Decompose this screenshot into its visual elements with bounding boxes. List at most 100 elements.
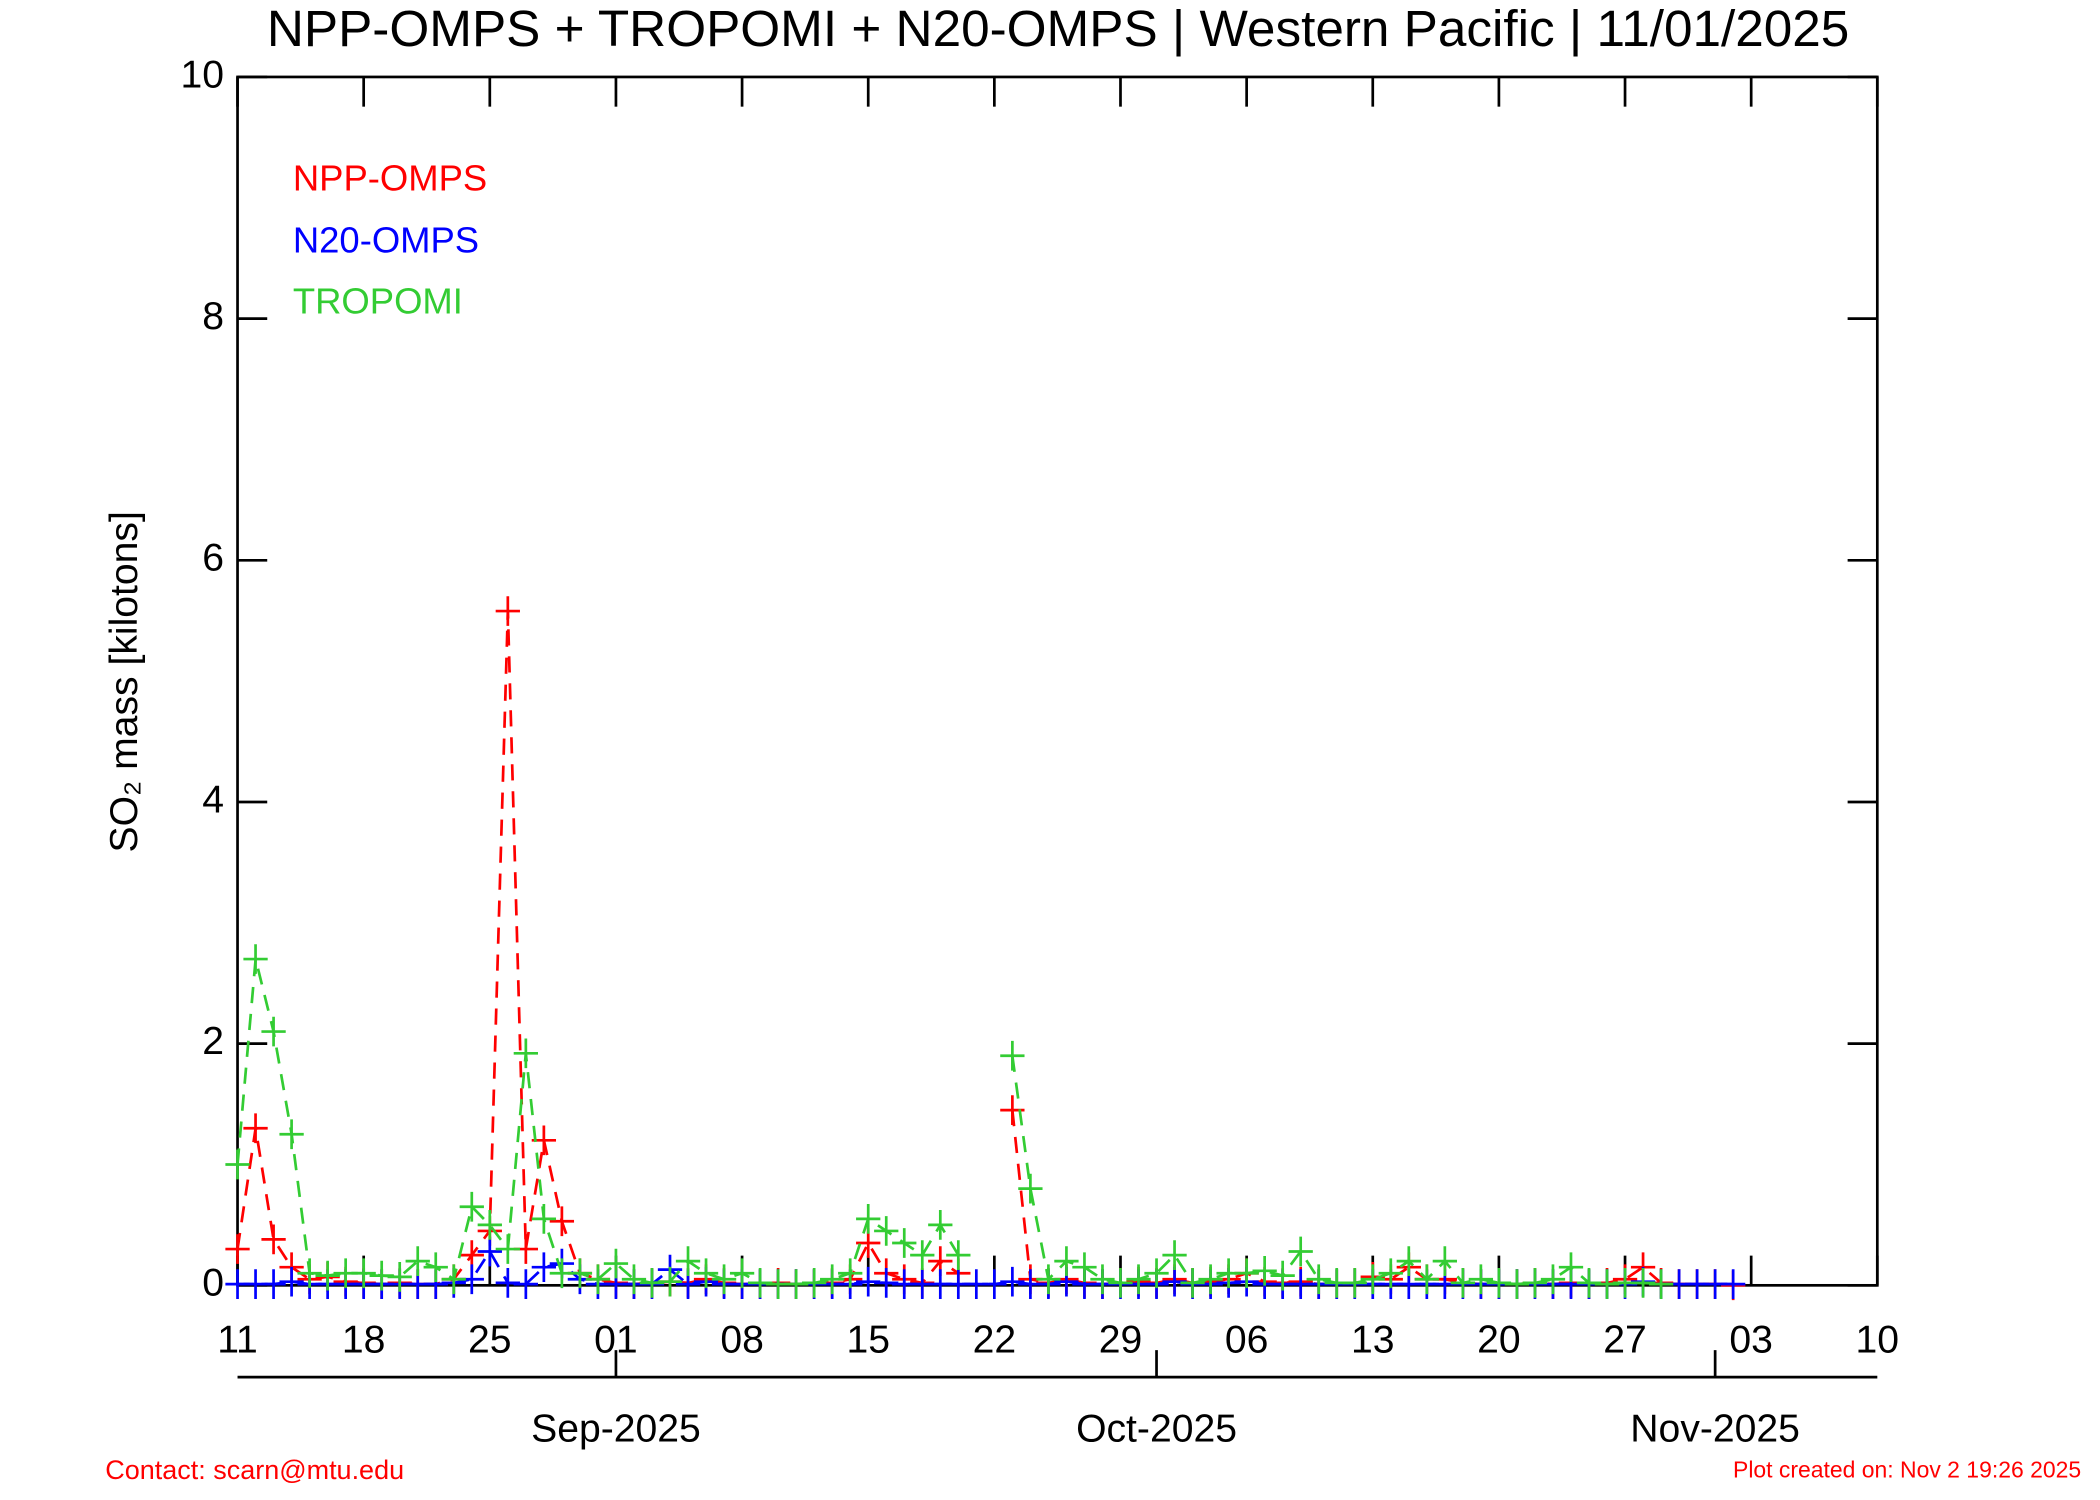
data-point [603, 1248, 629, 1279]
data-point [982, 1269, 1007, 1299]
data-point [838, 1258, 863, 1289]
data-point [1648, 1269, 1674, 1299]
x-tick-label: 15 [846, 1318, 890, 1361]
data-point [802, 1268, 827, 1298]
data-point [1000, 1040, 1025, 1071]
data-point [1000, 1266, 1025, 1297]
data-point [585, 1264, 611, 1295]
y-tick-label: 2 [202, 1020, 224, 1063]
data-point [1054, 1246, 1079, 1277]
data-point [820, 1264, 845, 1295]
data-point [1414, 1264, 1439, 1295]
legend-entry: NPP-OMPS [293, 158, 487, 199]
data-point [1468, 1264, 1494, 1295]
y-tick-label: 6 [202, 537, 224, 580]
data-point [495, 596, 520, 626]
data-point [315, 1260, 340, 1291]
data-point [892, 1228, 917, 1258]
data-point [531, 1252, 557, 1283]
data-point [279, 1266, 304, 1297]
x-tick-label: 08 [720, 1318, 764, 1361]
y-tick-label: 4 [202, 778, 224, 821]
data-point [1018, 1173, 1043, 1204]
data-point [405, 1246, 430, 1277]
data-point [1360, 1264, 1385, 1295]
data-point [693, 1258, 719, 1289]
data-point [675, 1246, 701, 1277]
data-point [1072, 1252, 1097, 1283]
data-point [1036, 1264, 1061, 1295]
data-point [1432, 1246, 1457, 1277]
month-label: Nov-2025 [1630, 1407, 1800, 1450]
y-axis-label: SO₂ mass [kilotons] [103, 511, 146, 852]
data-point [261, 1016, 286, 1047]
data-point [729, 1258, 755, 1289]
x-tick-label: 25 [468, 1318, 512, 1361]
x-tick-label: 13 [1351, 1318, 1395, 1361]
x-tick-label: 29 [1099, 1318, 1143, 1361]
data-point [567, 1258, 593, 1289]
data-point [477, 1210, 502, 1240]
x-tick-label: 27 [1603, 1318, 1647, 1361]
data-point [423, 1252, 448, 1283]
data-point [549, 1206, 575, 1237]
data-point [621, 1264, 647, 1295]
data-point [1378, 1258, 1403, 1289]
data-point [946, 1240, 971, 1270]
chart-title: NPP-OMPS + TROPOMI + N20-OMPS | Western … [267, 0, 1849, 57]
data-point [1270, 1260, 1295, 1291]
y-tick-label: 10 [181, 53, 225, 96]
data-point [928, 1210, 953, 1240]
data-point [1342, 1268, 1367, 1298]
data-point [297, 1258, 322, 1289]
data-point [1162, 1240, 1187, 1270]
x-tick-label: 22 [973, 1318, 1017, 1361]
data-point [513, 1269, 538, 1299]
data-point [1126, 1264, 1151, 1295]
data-point [243, 944, 268, 974]
data-point [279, 1119, 304, 1150]
data-point [1558, 1252, 1584, 1283]
x-tick-label: 10 [1856, 1318, 1900, 1361]
y-tick-label: 0 [202, 1262, 224, 1305]
data-point [1108, 1268, 1133, 1298]
x-tick-label: 18 [342, 1318, 386, 1361]
y-tick-label: 8 [202, 295, 224, 338]
data-point [1306, 1264, 1331, 1295]
data-point [261, 1269, 286, 1299]
created-note: Plot created on: Nov 2 19:26 2025 [1733, 1457, 2081, 1483]
x-tick-label: 20 [1477, 1318, 1521, 1361]
data-point [513, 1038, 538, 1069]
month-label: Sep-2025 [531, 1407, 701, 1450]
month-label: Oct-2025 [1076, 1407, 1237, 1450]
x-tick-label: 11 [217, 1318, 258, 1361]
data-point [711, 1264, 737, 1295]
data-point [261, 1224, 286, 1255]
data-point [387, 1262, 412, 1292]
data-point [856, 1204, 881, 1234]
contact-note: Contact: scarn@mtu.edu [105, 1455, 404, 1485]
legend-entry: TROPOMI [293, 280, 463, 321]
data-point [1180, 1268, 1205, 1298]
data-point [1198, 1264, 1223, 1295]
data-point [441, 1264, 466, 1295]
data-point [243, 1113, 268, 1144]
legend-entry: N20-OMPS [293, 220, 479, 261]
data-point [1721, 1269, 1746, 1299]
data-point [1450, 1268, 1476, 1298]
data-point [874, 1216, 899, 1246]
data-point [1252, 1255, 1277, 1286]
data-point [1144, 1258, 1169, 1289]
x-tick-label: 03 [1729, 1318, 1773, 1361]
data-point [351, 1258, 376, 1289]
data-point [1288, 1236, 1313, 1267]
data-point [1090, 1264, 1115, 1295]
data-point [1540, 1264, 1566, 1295]
data-point [459, 1191, 484, 1222]
data-point [657, 1266, 683, 1297]
data-point [910, 1240, 935, 1270]
data-point [1234, 1258, 1259, 1289]
